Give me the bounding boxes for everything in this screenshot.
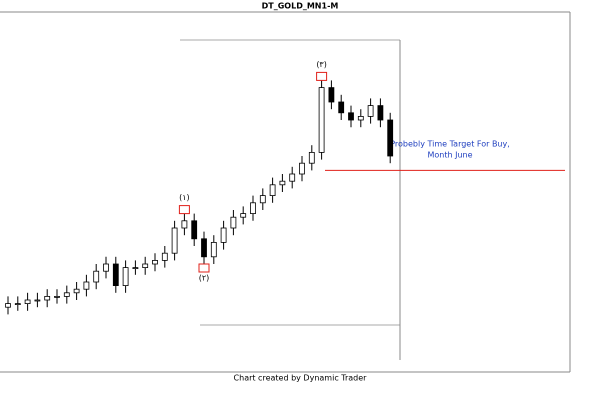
candle-body	[5, 303, 11, 308]
candle-body	[279, 180, 286, 186]
candle-body	[152, 259, 158, 265]
candle-body	[259, 195, 266, 204]
wave-label: (۱)	[179, 193, 190, 202]
candle-body	[83, 281, 90, 290]
annotation: Month June	[427, 151, 472, 160]
candle-body	[299, 162, 305, 175]
candle-body	[328, 87, 335, 103]
candle-body	[289, 173, 296, 182]
footer: Chart created by Dynamic Trader	[234, 374, 368, 383]
candle-body	[181, 220, 188, 229]
candle-body	[161, 252, 168, 261]
candle-body	[171, 227, 178, 254]
candle-body	[318, 87, 325, 153]
candle-body	[240, 213, 247, 218]
candle-body	[357, 116, 364, 121]
candle-body	[367, 105, 374, 117]
candle-body	[142, 263, 149, 268]
candle-body	[348, 112, 354, 121]
chart-title: DT_GOLD_MN1-M	[262, 2, 339, 11]
candle-body	[93, 270, 100, 283]
wave-label: (۲)	[199, 274, 210, 283]
candle-body	[54, 295, 60, 298]
candle-body	[34, 299, 41, 302]
candle-body	[201, 238, 207, 258]
candle-body	[103, 263, 109, 272]
annotation: Probebly Time Target For Buy,	[390, 140, 510, 149]
wave-box	[178, 205, 190, 215]
candle-body	[24, 299, 31, 304]
candle-body	[338, 101, 345, 114]
candle-body	[377, 105, 384, 121]
candle-body	[44, 295, 51, 301]
candle-body	[387, 119, 394, 157]
candle-body	[63, 292, 70, 297]
candle-body	[210, 241, 217, 258]
candle-body	[112, 263, 119, 287]
candle-body	[191, 220, 198, 240]
candle-body	[308, 151, 315, 164]
wave-label: (۳)	[316, 60, 327, 69]
candle-body	[14, 303, 21, 306]
candle-body	[132, 267, 139, 270]
candle-body	[269, 184, 276, 197]
candle-body	[122, 267, 129, 287]
candle-body	[220, 227, 227, 243]
wave-box	[198, 263, 210, 273]
candle-body	[73, 288, 80, 294]
wave-box	[316, 71, 328, 81]
candle-body	[230, 216, 237, 229]
candle-body	[250, 202, 256, 215]
